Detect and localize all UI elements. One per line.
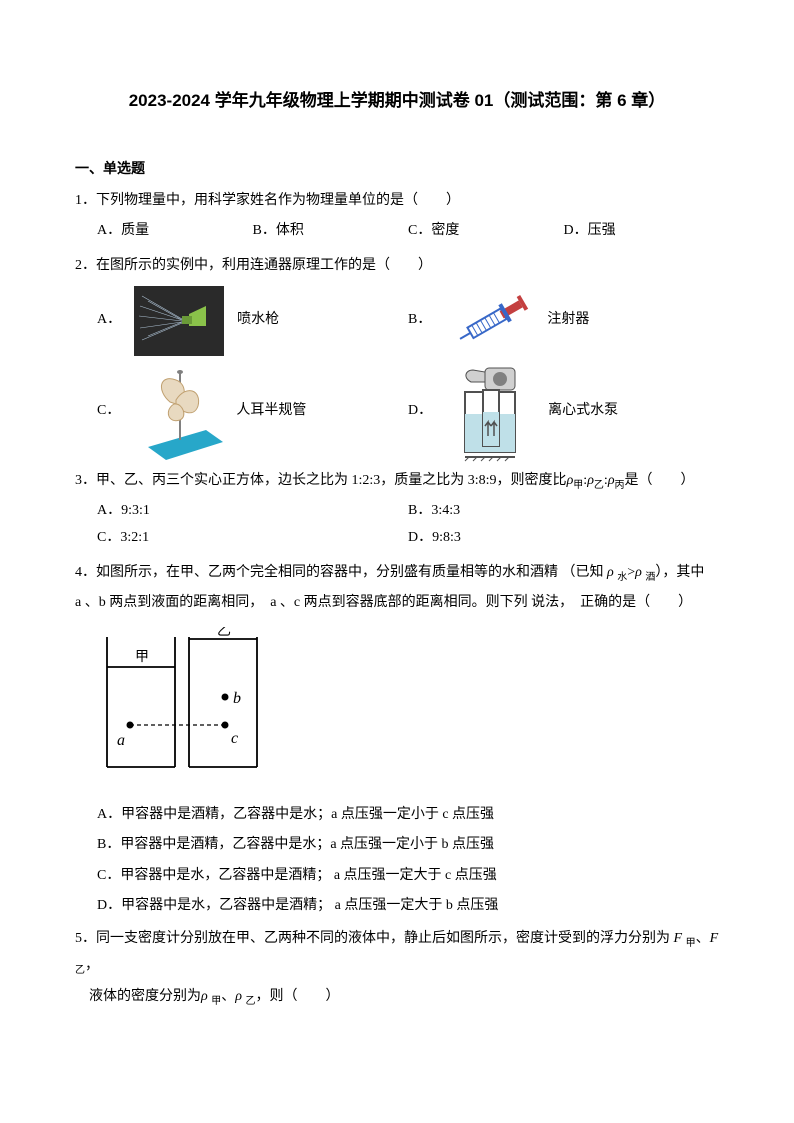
q3-row1: A．9:3:1 B．3:4:3 [75,498,719,525]
q4-B: B．甲容器中是酒精，乙容器中是水；a 点压强一定小于 b 点压强 [75,832,719,859]
sub-bing: 丙 [615,479,625,490]
sub-shui: 水 [617,571,627,582]
rho-symbol: ρ [201,989,211,1004]
q5-line1: 5．同一支密度计分别放在甲、乙两种不同的液体中，静止后如图所示，密度计受到的浮力… [75,926,719,980]
spray-gun-icon [129,286,229,356]
q3-stem-b: 是（ ） [625,473,695,488]
q4-l1b: ），其中 [655,565,704,580]
q1-stem: 1．下列物理量中，用科学家姓名作为物理量单位的是（ ） [75,188,719,215]
sub-jiu: 酒 [645,571,655,582]
q2-cell-B: B． 注射器 [408,286,719,356]
q5-l2b: ，则（ ） [255,989,339,1004]
q4-l1a: 4．如图所示，在甲、乙两个完全相同的容器中，分别盛有质量相等的水和酒精 （已知 [75,565,607,580]
label-jia: 甲 [135,650,149,665]
F-symbol: F [674,931,686,946]
sub-yi: 乙 [75,965,85,976]
q2-C-label: 人耳半规管 [236,398,306,425]
q2-A-letter: A． [97,307,121,334]
q2-row2: C． 人耳半规管 D． [75,362,719,462]
q4-D: D．甲容器中是水，乙容器中是酒精； a 点压强一定大于 b 点压强 [75,893,719,920]
q2-B-label: 注射器 [547,307,589,334]
ear-canals-icon [128,362,228,462]
q2-row1: A． 喷水枪 B． [75,286,719,356]
q2-A-label: 喷水枪 [237,307,279,334]
q4-A: A．甲容器中是酒精，乙容器中是水；a 点压强一定小于 c 点压强 [75,802,719,829]
q2-cell-C: C． 人耳半规管 [97,362,408,462]
label-yi: 乙 [217,627,231,639]
syringe-icon [439,286,539,356]
label-b: b [233,690,241,707]
q2-D-letter: D． [408,398,432,425]
q4-line2: a 、b 两点到液面的距离相同， a 、c 两点到容器底部的距离相同。则下列 说… [75,590,719,617]
rho-symbol: ρ [587,473,594,488]
q4-C: C．甲容器中是水，乙容器中是酒精； a 点压强一定大于 c 点压强 [75,863,719,890]
sub-yi: 乙 [594,479,604,490]
label-c: c [231,730,238,747]
sub-jia: 甲 [573,479,583,490]
pump-icon [440,362,540,462]
q3-C: C．3:2:1 [97,525,408,552]
q2-cell-D: D． 离心式水泵 [408,362,719,462]
q5-line2: 液体的密度分别为ρ 甲、ρ 乙，则（ ） [75,984,719,1011]
q2-stem: 2．在图所示的实例中，利用连通器原理工作的是（ ） [75,253,719,280]
q3-stem: 3．甲、乙、丙三个实心正方体，边长之比为 1:2:3，质量之比为 3:8:9，则… [75,468,719,495]
rho-symbol: ρ [607,565,617,580]
page-title: 2023-2024 学年九年级物理上学期期中测试卷 01（测试范围：第 6 章） [75,85,719,117]
rho-symbol: ρ [608,473,615,488]
q3-stem-a: 3．甲、乙、丙三个实心正方体，边长之比为 1:2:3，质量之比为 3:8:9，则… [75,473,567,488]
q3-D: D．9:8:3 [408,525,719,552]
label-a: a [117,732,125,749]
q2-C-letter: C． [97,398,120,425]
q1-D: D．压强 [564,218,720,245]
q5-l2a: 液体的密度分别为 [89,989,201,1004]
q4-diagram: 甲 乙 a b c [75,627,719,788]
gt-symbol: > [627,565,635,580]
section-heading: 一、单选题 [75,155,719,182]
sub-jia: 甲 [211,995,221,1006]
rho-symbol: ρ [235,989,245,1004]
q1-A: A．质量 [97,218,253,245]
sub-yi: 乙 [245,995,255,1006]
q1-C: C．密度 [408,218,564,245]
q5-l1b: ， [85,958,99,973]
q2-cell-A: A． 喷水枪 [97,286,408,356]
F-symbol: F [710,931,719,946]
q1-choices: A．质量 B．体积 C．密度 D．压强 [75,218,719,245]
q1-B: B．体积 [253,218,409,245]
q5-l1a: 5．同一支密度计分别放在甲、乙两种不同的液体中，静止后如图所示，密度计受到的浮力… [75,931,674,946]
q3-A: A．9:3:1 [97,498,408,525]
sub-jia: 甲 [686,938,696,949]
rho-symbol: ρ [635,565,645,580]
q3-B: B．3:4:3 [408,498,719,525]
q4-line1: 4．如图所示，在甲、乙两个完全相同的容器中，分别盛有质量相等的水和酒精 （已知 … [75,560,719,587]
q3-row2: C．3:2:1 D．9:8:3 [75,525,719,552]
q2-B-letter: B． [408,307,431,334]
q2-D-label: 离心式水泵 [548,398,618,425]
